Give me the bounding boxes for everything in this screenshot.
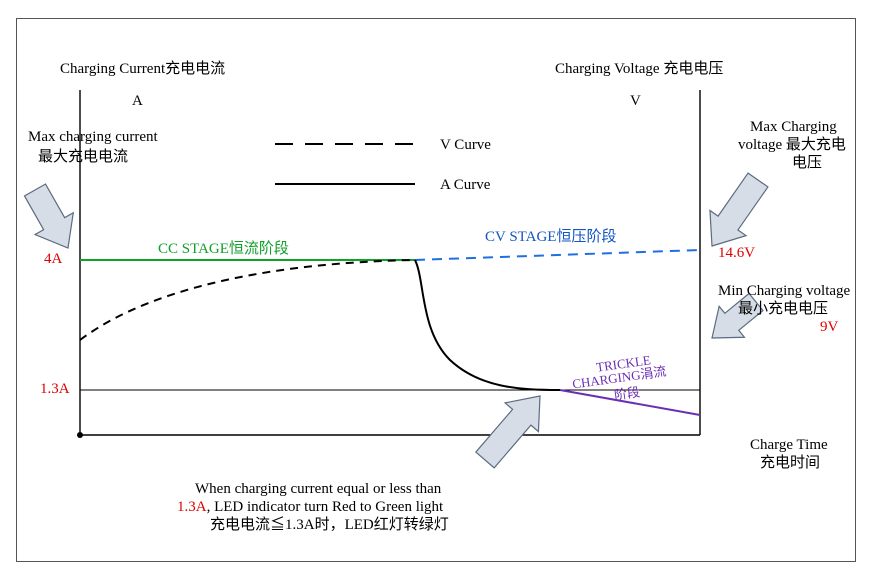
note-line-2b: , LED indicator turn Red to Green light — [207, 499, 444, 515]
legend-a-curve: A Curve — [440, 176, 490, 194]
label-max-voltage-1: Max Charging — [750, 118, 837, 136]
label-max-voltage-3: 电压 — [792, 154, 822, 172]
label-charge-time-2: 充电时间 — [760, 454, 820, 472]
label-max-voltage-2: voltage 最大充电 — [738, 136, 846, 154]
arrow-max-current — [24, 184, 73, 248]
label-min-voltage-2: 最小充电电压 — [738, 300, 828, 318]
label-cc-stage: CC STAGE恒流阶段 — [158, 240, 289, 258]
label-max-current-1: Max charging current — [28, 128, 158, 146]
label-max-current-2: 最大充电电流 — [38, 148, 128, 166]
label-charge-time-1: Charge Time — [750, 436, 828, 454]
value-max-voltage: 14.6V — [718, 244, 755, 262]
unit-left: A — [132, 92, 143, 110]
note-line-2: 1.3A, LED indicator turn Red to Green li… — [177, 498, 443, 516]
note-line-1: When charging current equal or less than — [195, 480, 441, 498]
label-cv-stage: CV STAGE恒压阶段 — [485, 228, 616, 246]
legend-v-curve: V Curve — [440, 136, 491, 154]
header-left: Charging Current充电电流 — [60, 60, 225, 78]
unit-right: V — [630, 92, 641, 110]
diagram-frame: Charging Current充电电流 Charging Voltage 充电… — [0, 0, 872, 580]
header-right: Charging Voltage 充电电压 — [555, 60, 723, 78]
label-min-voltage-1: Min Charging voltage — [718, 282, 850, 300]
arrow-note — [476, 396, 540, 468]
note-line-3: 充电电流≦1.3A时，LED红灯转绿灯 — [210, 516, 449, 534]
note-value: 1.3A — [177, 499, 207, 515]
value-min-voltage: 9V — [820, 318, 838, 336]
value-trickle-current: 1.3A — [40, 380, 70, 398]
arrow-max-voltage — [710, 173, 768, 246]
value-max-current: 4A — [44, 250, 62, 268]
